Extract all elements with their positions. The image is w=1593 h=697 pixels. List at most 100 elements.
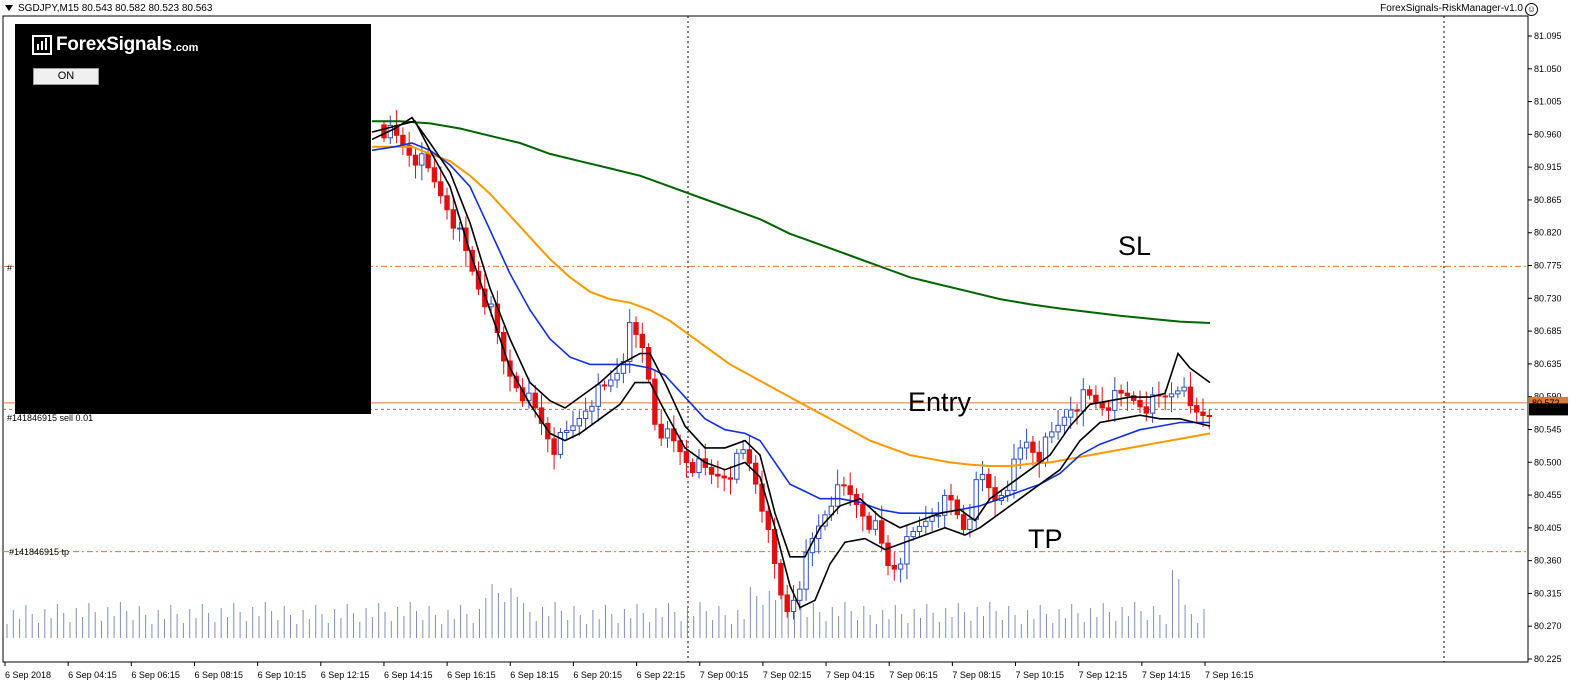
price-tick-label: 80.225 xyxy=(1534,654,1562,664)
candle-body xyxy=(1086,389,1093,396)
candle-body xyxy=(715,473,721,477)
candle-body xyxy=(1200,411,1206,417)
entry-price-tag: 80.572 xyxy=(1532,398,1560,408)
candle-body xyxy=(885,542,891,566)
bar-chart-icon xyxy=(32,35,52,55)
time-tick-label: 7 Sep 16:15 xyxy=(1205,670,1254,680)
candle-body xyxy=(608,379,614,387)
candle-body xyxy=(967,518,973,530)
time-tick-label: 7 Sep 02:15 xyxy=(763,670,812,680)
time-tick-label: 6 Sep 10:15 xyxy=(258,670,307,680)
candle-body xyxy=(639,333,645,349)
price-tick-label: 80.865 xyxy=(1534,195,1562,205)
candle-body xyxy=(771,528,778,564)
sl-annotation: SL xyxy=(1118,231,1152,261)
candle-body xyxy=(954,499,960,516)
candle-body xyxy=(1049,431,1055,438)
candle-body xyxy=(1143,406,1149,414)
price-tick-label: 80.360 xyxy=(1534,556,1562,566)
candle-body xyxy=(582,410,589,420)
collapse-arrow-icon[interactable] xyxy=(5,5,13,11)
candle-body xyxy=(872,520,879,530)
candle-body xyxy=(683,451,690,464)
time-tick-label: 6 Sep 14:15 xyxy=(384,670,433,680)
entry-annotation: Entry xyxy=(908,387,972,417)
time-tick-label: 7 Sep 00:15 xyxy=(700,670,749,680)
candle-body xyxy=(557,431,564,455)
candle-body xyxy=(450,209,457,229)
time-tick-label: 6 Sep 06:15 xyxy=(131,670,180,680)
candle-body xyxy=(614,372,620,381)
time-tick-label: 6 Sep 20:15 xyxy=(573,670,622,680)
price-tick-label: 80.730 xyxy=(1534,293,1562,303)
on-toggle-button[interactable]: ON xyxy=(33,68,99,85)
candle-body xyxy=(1175,390,1181,395)
candle-body xyxy=(866,515,872,530)
candle-body xyxy=(1168,393,1175,398)
candle-body xyxy=(538,407,545,424)
candle-body xyxy=(381,124,387,139)
candle-body xyxy=(601,384,608,387)
price-tick-label: 80.635 xyxy=(1534,359,1562,369)
candle-body xyxy=(1017,447,1023,460)
candle-body xyxy=(746,449,753,464)
candle-body xyxy=(708,466,715,475)
candle-body xyxy=(784,594,790,613)
candle-body xyxy=(419,153,425,166)
smiley-icon[interactable]: ☺ xyxy=(1525,3,1538,16)
candle-body xyxy=(942,494,948,516)
candle-body xyxy=(897,563,904,570)
candle-body xyxy=(658,423,664,439)
candle-body xyxy=(501,332,507,362)
candle-body xyxy=(1023,441,1030,449)
candle-body xyxy=(1080,389,1086,412)
price-tick-label: 80.960 xyxy=(1534,129,1562,139)
logo-suffix: .com xyxy=(172,42,199,54)
candle-body xyxy=(916,525,923,532)
candle-body xyxy=(438,181,444,197)
candle-body xyxy=(1118,390,1124,394)
candle-body xyxy=(841,484,847,487)
candle-body xyxy=(923,520,929,527)
candle-body xyxy=(1181,386,1187,392)
order-tp-label[interactable]: #141846915 tp xyxy=(9,547,70,557)
candle-body xyxy=(1011,458,1017,491)
candle-body xyxy=(727,477,734,480)
price-tick-label: 80.685 xyxy=(1534,326,1562,336)
ema-50-line xyxy=(372,145,1211,467)
time-tick-label: 7 Sep 08:15 xyxy=(952,670,1001,680)
candle-body xyxy=(431,167,438,183)
candle-body xyxy=(1068,409,1074,418)
candle-body xyxy=(979,473,986,481)
price-tick-label: 81.050 xyxy=(1534,64,1562,74)
candle-body xyxy=(1105,407,1112,411)
candle-body xyxy=(816,525,822,539)
candle-body xyxy=(721,475,727,479)
candle-body xyxy=(570,425,576,431)
time-tick-label: 7 Sep 12:15 xyxy=(1079,670,1128,680)
time-tick-label: 7 Sep 06:15 xyxy=(889,670,938,680)
ema-21-line xyxy=(371,142,1210,514)
candle-body xyxy=(532,392,538,409)
tp-annotation: TP xyxy=(1028,524,1063,554)
expert-advisor-name: ForexSignals-RiskManager-v1.0 xyxy=(1380,3,1523,14)
time-tick-label: 6 Sep 12:15 xyxy=(321,670,370,680)
candle-body xyxy=(551,438,557,455)
order-sl-label[interactable]: # xyxy=(7,263,13,273)
candle-body xyxy=(1162,395,1168,398)
candle-body xyxy=(1093,394,1099,403)
candle-body xyxy=(847,485,853,495)
order-entry-label[interactable]: #141846915 sell 0.01 xyxy=(7,413,94,423)
candle-body xyxy=(633,322,639,335)
candle-body xyxy=(1074,409,1080,412)
forexsignals-panel: ForexSignals .com ON xyxy=(15,24,371,414)
candle-body xyxy=(910,530,916,538)
candle-body xyxy=(425,153,431,169)
candle-body xyxy=(1137,399,1143,408)
time-tick-label: 6 Sep 2018 xyxy=(5,670,51,680)
price-tick-label: 80.500 xyxy=(1534,457,1562,467)
price-tick-label: 80.405 xyxy=(1534,523,1562,533)
candle-body xyxy=(690,462,696,473)
forexsignals-logo: ForexSignals .com xyxy=(32,34,198,56)
